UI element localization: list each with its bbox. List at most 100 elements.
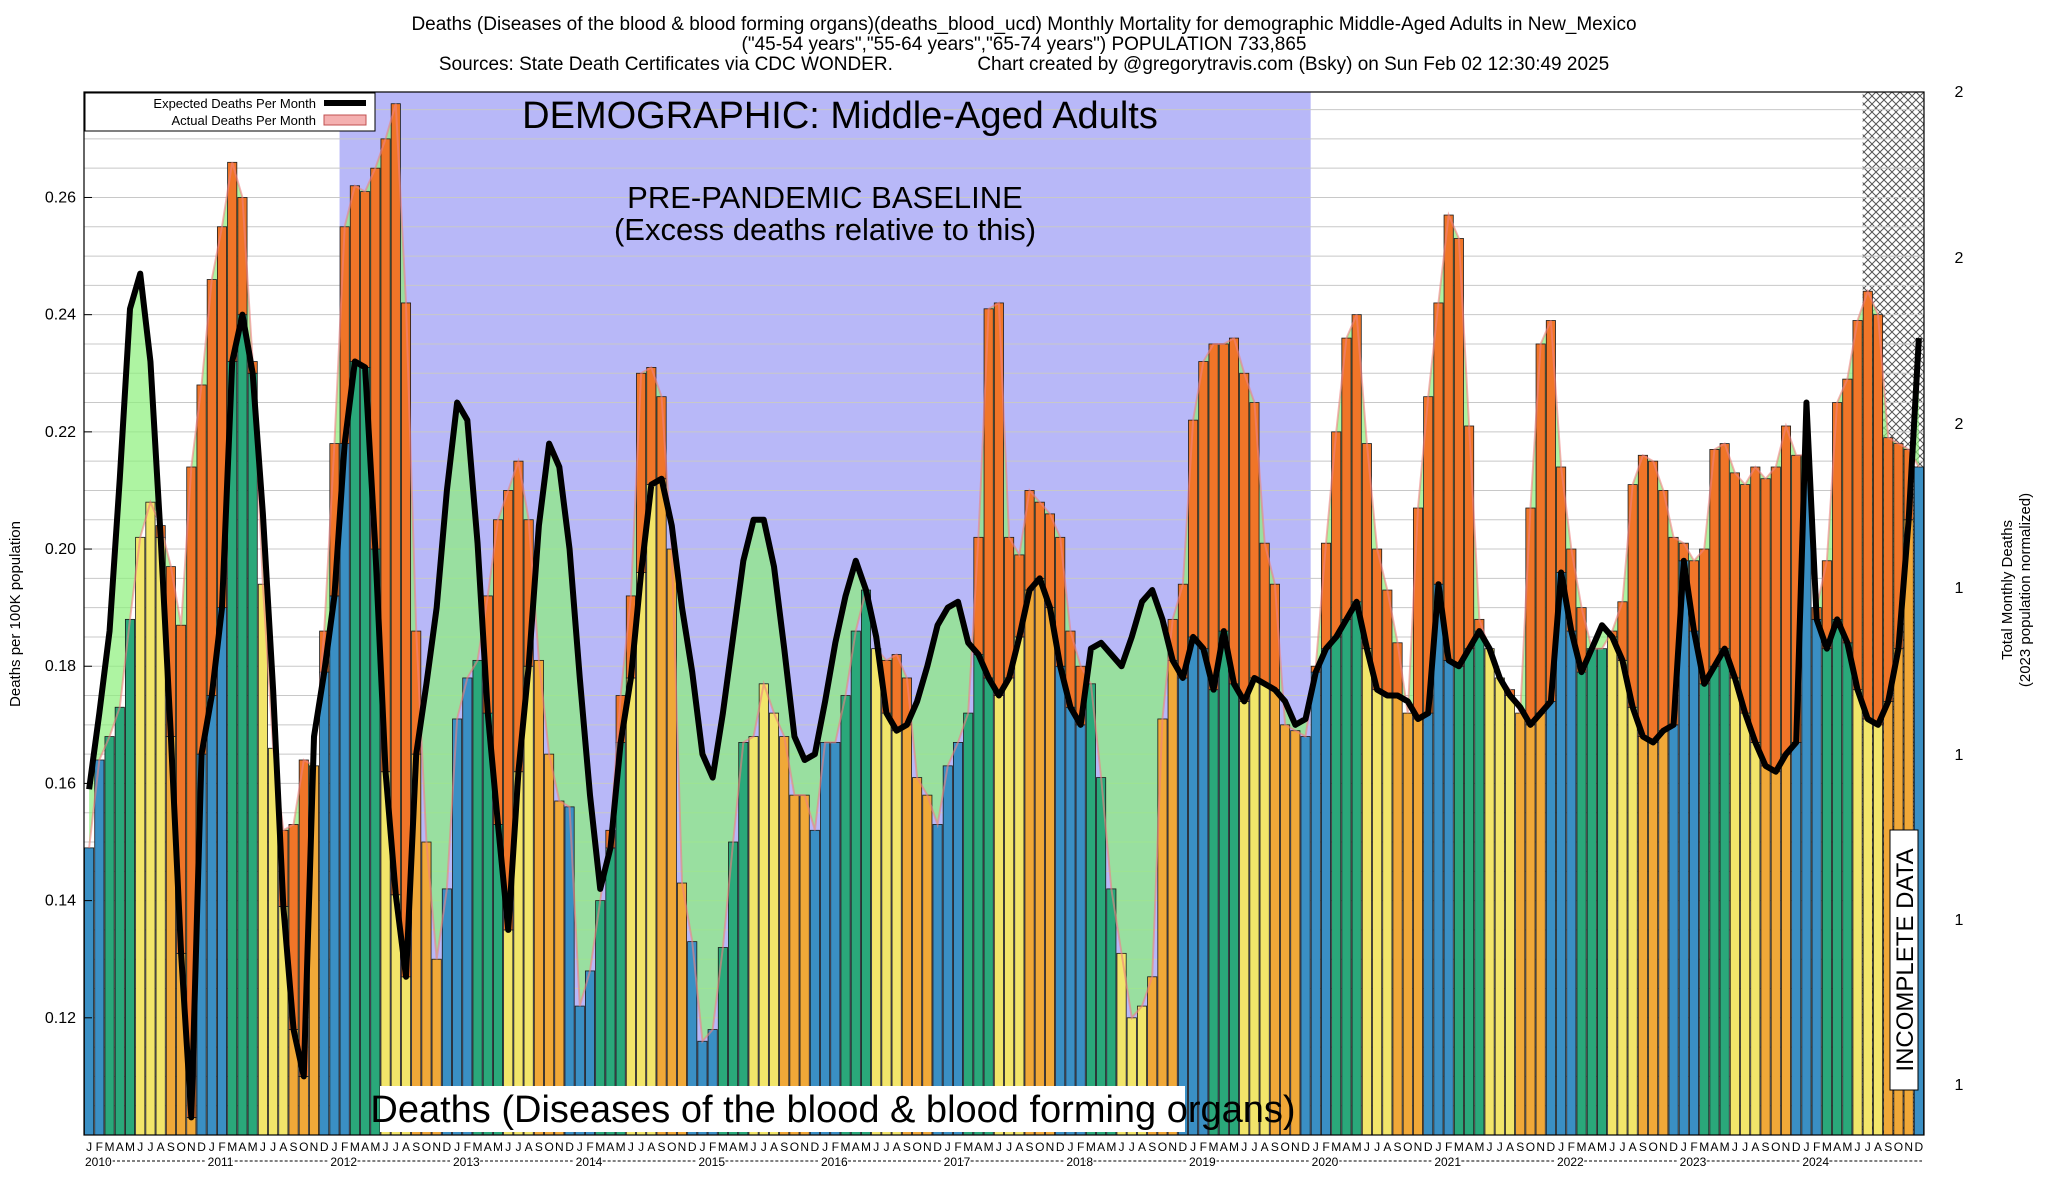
bar: [840, 695, 851, 1136]
bar: [799, 794, 810, 1136]
month-label: M: [1209, 1140, 1219, 1154]
expected-line: [86, 270, 1922, 1121]
bar: [922, 794, 933, 1136]
month-label: A: [852, 1140, 860, 1154]
bar-base: [1699, 683, 1710, 1136]
month-label: D: [1547, 1140, 1556, 1154]
month-label: N: [1904, 1140, 1913, 1154]
month-label: J: [996, 1140, 1002, 1154]
month-label: A: [729, 1140, 737, 1154]
bar-base: [1034, 577, 1045, 1136]
bar-base: [1249, 677, 1260, 1136]
bar-base: [237, 314, 248, 1136]
bar-base: [1576, 671, 1587, 1136]
legend-actual-swatch: [323, 114, 367, 126]
bar-base: [216, 607, 228, 1136]
bar-base: [1750, 742, 1761, 1136]
month-label: S: [290, 1140, 298, 1154]
bar: [104, 736, 115, 1136]
bar: [1494, 677, 1505, 1136]
bar-base: [1228, 683, 1240, 1136]
year-label: 2010: [85, 1155, 112, 1169]
bar-base: [1760, 765, 1771, 1136]
bar-base: [1566, 630, 1577, 1136]
bar-base: [1525, 724, 1536, 1136]
bar-base: [1770, 771, 1781, 1136]
bar-excess: [390, 103, 401, 896]
bar-base: [1872, 724, 1884, 1136]
month-label: M: [1822, 1140, 1832, 1154]
month-label: M: [1699, 1140, 1709, 1154]
month-label: S: [535, 1140, 543, 1154]
bar-base: [1740, 712, 1751, 1136]
legend-expected-label: Expected Deaths Per Month: [153, 96, 316, 111]
month-label: A: [361, 1140, 369, 1154]
month-label: N: [1046, 1140, 1055, 1154]
bar-base: [1637, 736, 1648, 1136]
bar: [135, 536, 146, 1136]
bar: [1096, 777, 1107, 1136]
month-label: O: [1648, 1140, 1657, 1154]
month-label: N: [1659, 1140, 1668, 1154]
bar-excess: [1556, 466, 1567, 573]
bar: [860, 589, 872, 1136]
chart-title-line-1: Deaths (Diseases of the blood & blood fo…: [411, 14, 1637, 35]
month-label: N: [1782, 1140, 1791, 1154]
month-label: O: [1771, 1140, 1780, 1154]
month-label: J: [1609, 1140, 1615, 1154]
month-label: F: [464, 1140, 471, 1154]
bar-base: [1372, 689, 1383, 1136]
month-label: A: [238, 1140, 246, 1154]
bar-base: [1832, 618, 1843, 1136]
bar-base: [1239, 700, 1250, 1136]
month-label: F: [709, 1140, 716, 1154]
bar-excess: [1648, 460, 1659, 743]
year-label: 2012: [330, 1155, 357, 1169]
bar-base: [1331, 636, 1342, 1136]
bar-base: [1821, 648, 1832, 1136]
bar: [84, 847, 95, 1136]
month-label: N: [923, 1140, 932, 1154]
year-label: 2017: [944, 1155, 971, 1169]
bottom-disease-label: Deaths (Diseases of the blood & blood fo…: [370, 1089, 1295, 1131]
bar-excess: [1228, 337, 1240, 685]
bar: [1586, 648, 1597, 1136]
y2-tick-label: 1: [1955, 580, 1964, 597]
month-label: O: [1526, 1140, 1535, 1154]
y-axis-title: Deaths per 100K population: [7, 521, 24, 707]
month-label: J: [393, 1140, 399, 1154]
month-label: J: [638, 1140, 644, 1154]
bar: [1085, 683, 1096, 1136]
bar-base: [1535, 712, 1546, 1136]
month-label: M: [1597, 1140, 1607, 1154]
year-label: 2022: [1557, 1155, 1584, 1169]
bar-base: [1852, 689, 1863, 1136]
month-label: F: [1077, 1140, 1084, 1154]
bar-base: [206, 695, 217, 1136]
bar-excess: [1883, 437, 1894, 702]
bar-base: [1433, 583, 1444, 1136]
bar-excess: [1832, 402, 1843, 620]
month-label: S: [1884, 1140, 1892, 1154]
y2-tick-label: 2: [1955, 416, 1964, 433]
month-label: A: [606, 1140, 614, 1154]
month-label: J: [209, 1140, 215, 1154]
month-label: N: [800, 1140, 809, 1154]
month-label: M: [493, 1140, 503, 1154]
bar-base: [1780, 753, 1792, 1136]
bar-base: [625, 677, 636, 1136]
bar-base: [656, 478, 667, 1136]
bar-base: [1198, 648, 1209, 1136]
bar-excess: [1770, 466, 1781, 773]
bar-base: [1688, 630, 1700, 1136]
bar-excess: [1259, 542, 1270, 685]
month-label: J: [383, 1140, 389, 1154]
month-label: J: [147, 1140, 153, 1154]
bar-base: [1075, 724, 1086, 1136]
legend-actual-label: Actual Deaths Per Month: [171, 113, 316, 128]
bar-excess: [1842, 378, 1853, 644]
bar-base: [1627, 706, 1638, 1136]
year-label: 2013: [453, 1155, 480, 1169]
y-tick-label: 0.22: [45, 424, 76, 441]
month-label: J: [761, 1140, 767, 1154]
